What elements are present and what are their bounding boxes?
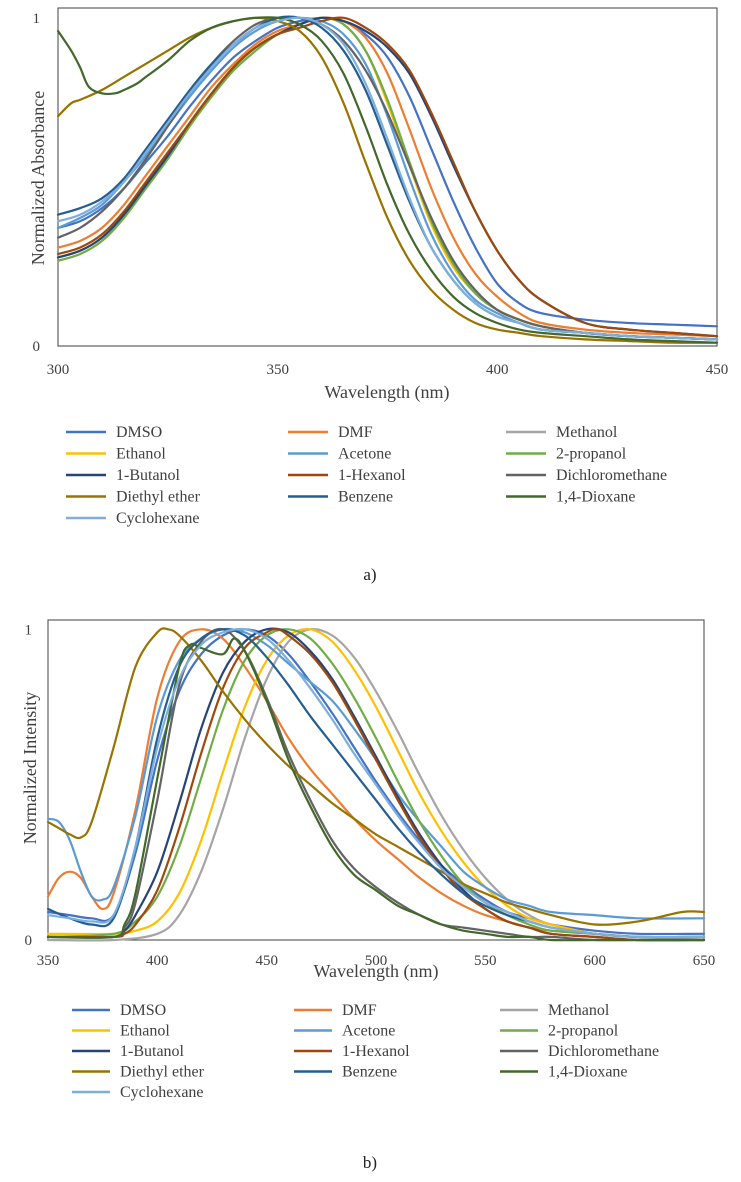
chart-b-x-tick-label: 650	[693, 953, 716, 969]
chart-a-legend-label: Methanol	[556, 424, 618, 441]
chart-b-series-1-hexanol	[46, 628, 706, 942]
chart-a-legend-label: 1-Butanol	[116, 467, 181, 484]
chart-b-series-diethyl-ether	[46, 627, 706, 926]
chart-a-x-tick-label: 450	[706, 362, 729, 378]
chart-b-legend-label: 1-Hexanol	[342, 1043, 410, 1060]
chart-a-legend-label: Cyclohexane	[116, 510, 200, 527]
chart-a-x-tick-label: 400	[486, 362, 509, 378]
chart-b-series-1-4-dioxane	[46, 637, 706, 942]
chart-a-y-tick-label: 0	[33, 339, 41, 355]
chart-a-y-axis-label: Normalized Absorbance	[28, 91, 48, 265]
chart-a-plot-area	[57, 7, 718, 347]
chart-b-x-tick-label: 600	[583, 953, 606, 969]
chart-a-legend-label: Diethyl ether	[116, 489, 201, 506]
chart-b-legend-label: Dichloromethane	[548, 1043, 659, 1060]
chart-a-legend-label: DMF	[338, 424, 373, 441]
chart-b-legend-label: DMSO	[120, 1002, 166, 1019]
chart-b-series-2-propanol	[46, 628, 706, 939]
chart-b-x-tick-label: 350	[37, 953, 60, 969]
chart-b-series-methanol	[46, 627, 706, 942]
chart-b-legend-label: Ethanol	[120, 1023, 170, 1040]
chart-a-legend-label: Dichloromethane	[556, 467, 667, 484]
chart-b-legend-label: Benzene	[342, 1064, 397, 1081]
chart-a-series-1-hexanol	[56, 16, 719, 338]
chart-b-y-axis-label: Normalized Intensity	[20, 692, 40, 844]
chart-a-caption: a)	[363, 565, 376, 584]
chart-a-series-dichloromethane	[56, 15, 719, 341]
chart-a-series-diethyl-ether	[56, 16, 719, 344]
chart-b-series-ethanol	[46, 627, 706, 939]
chart-a: 300 350 400 450 0 1 Wavelength (nm) Normalize…	[28, 7, 729, 584]
chart-b-legend-label: 1,4-Dioxane	[548, 1064, 628, 1081]
chart-a-legend-label: Acetone	[338, 446, 391, 463]
chart-a-x-axis-label: Wavelength (nm)	[324, 382, 449, 403]
chart-a-legend-label: DMSO	[116, 424, 162, 441]
chart-a-legend-label: 2-propanol	[556, 446, 627, 463]
chart-a-y-tick-label: 1	[33, 11, 41, 27]
chart-b-x-tick-label: 450	[255, 953, 278, 969]
chart-a-legend-label: Benzene	[338, 489, 393, 506]
chart-a-legend-label: Ethanol	[116, 446, 166, 463]
chart-b-x-tick-label: 400	[146, 953, 169, 969]
chart-a-series-1-4-dioxane	[56, 16, 719, 344]
chart-b-series-dmso	[46, 628, 706, 936]
chart-a-series-cyclohexane	[56, 16, 719, 341]
chart-b-legend-label: Acetone	[342, 1023, 395, 1040]
chart-b-x-tick-label: 550	[474, 953, 497, 969]
chart-b-y-tick-label: 0	[25, 933, 33, 949]
chart-b-legend-label: DMF	[342, 1002, 377, 1019]
chart-b-legend-label: Cyclohexane	[120, 1084, 204, 1101]
chart-b-x-tick-label: 500	[365, 953, 388, 969]
chart-b-legend-label: 1-Butanol	[120, 1043, 185, 1060]
chart-b-legend-label: Methanol	[548, 1002, 610, 1019]
chart-b-caption: b)	[363, 1153, 377, 1172]
chart-b-legend-label: 2-propanol	[548, 1023, 619, 1040]
chart-b-series-cyclohexane	[46, 627, 706, 939]
chart-a-x-tick-label: 300	[47, 362, 70, 378]
chart-a-legend-label: 1,4-Dioxane	[556, 489, 636, 506]
chart-b-legend-label: Diethyl ether	[120, 1064, 205, 1081]
chart-a-x-tick-label: 350	[266, 362, 289, 378]
chart-a-legend-label: 1-Hexanol	[338, 467, 406, 484]
chart-b-y-tick-label: 1	[25, 622, 33, 638]
chart-b-x-axis-label: Wavelength (nm)	[313, 961, 438, 982]
